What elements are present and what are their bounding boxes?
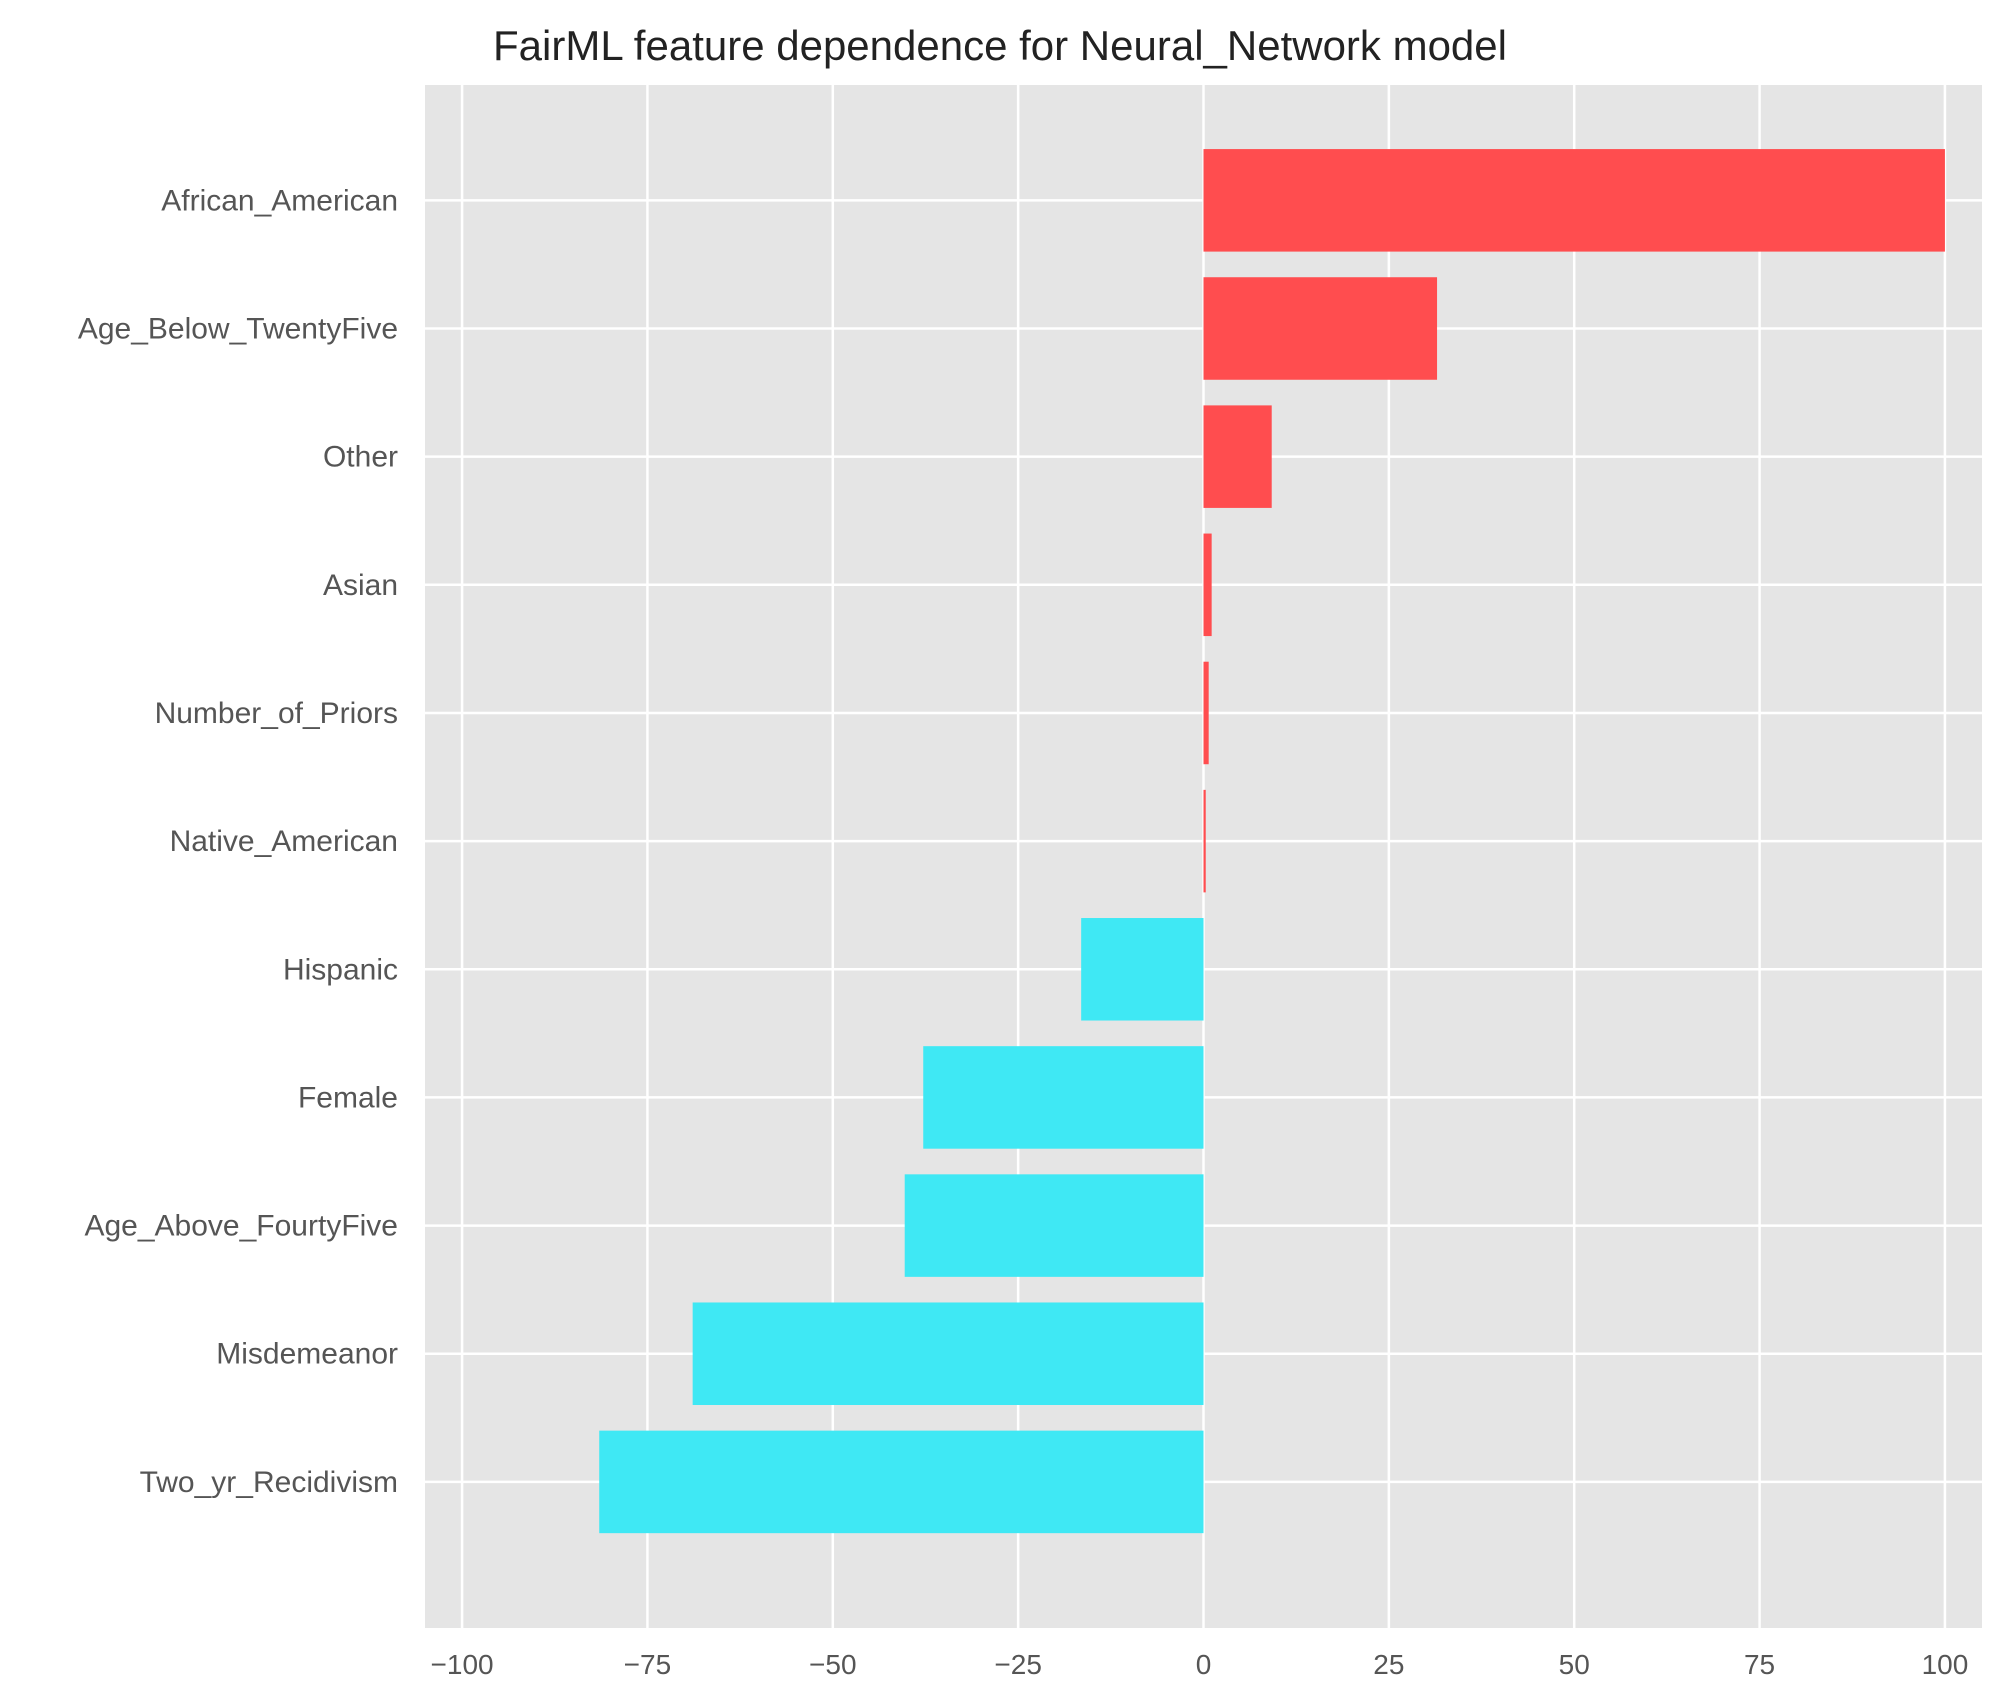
y-tick-label: Number_of_Priors <box>155 697 398 730</box>
x-tick-label: −50 <box>809 1649 857 1680</box>
y-tick-label: Two_yr_Recidivism <box>140 1466 398 1499</box>
bar-two-yr-recidivism <box>599 1430 1204 1534</box>
x-tick-labels: −100 −75 −50 −25 0 25 50 75 100 <box>431 1649 1969 1680</box>
y-tick-label: African_American <box>161 184 398 217</box>
y-tick-label: Hispanic <box>283 953 398 986</box>
bar-asian <box>1203 533 1212 637</box>
bar-age-below-twentyfive <box>1203 277 1438 380</box>
x-tick-label: −100 <box>431 1649 494 1680</box>
y-tick-label: Native_American <box>170 825 398 858</box>
bar-native-american <box>1203 789 1206 893</box>
y-tick-label: Misdemeanor <box>216 1338 398 1371</box>
bar-age-above-fourtyfive <box>904 1174 1204 1277</box>
x-tick-label: 50 <box>1559 1649 1590 1680</box>
y-tick-label: Age_Above_FourtyFive <box>84 1210 398 1243</box>
bars <box>599 149 1945 1534</box>
bar-hispanic <box>1081 918 1204 1021</box>
x-tick-label: −75 <box>624 1649 672 1680</box>
chart-title: FairML feature dependence for Neural_Net… <box>493 22 1507 69</box>
x-tick-label: 0 <box>1196 1649 1212 1680</box>
bar-other <box>1203 405 1272 508</box>
y-tick-label: Age_Below_TwentyFive <box>78 312 398 345</box>
x-tick-label: 100 <box>1922 1649 1969 1680</box>
bar-female <box>923 1046 1204 1149</box>
y-tick-label: Asian <box>323 569 398 602</box>
bar-number-of-priors <box>1203 661 1209 765</box>
x-tick-label: 75 <box>1744 1649 1775 1680</box>
y-tick-labels: African_American Age_Below_TwentyFive Othe… <box>78 184 398 1499</box>
y-tick-label: Other <box>323 441 398 474</box>
bar-misdemeanor <box>692 1302 1204 1406</box>
x-tick-label: 25 <box>1373 1649 1404 1680</box>
y-tick-label: Female <box>298 1081 398 1114</box>
x-tick-label: −25 <box>994 1649 1042 1680</box>
bar-african-american <box>1203 149 1945 252</box>
